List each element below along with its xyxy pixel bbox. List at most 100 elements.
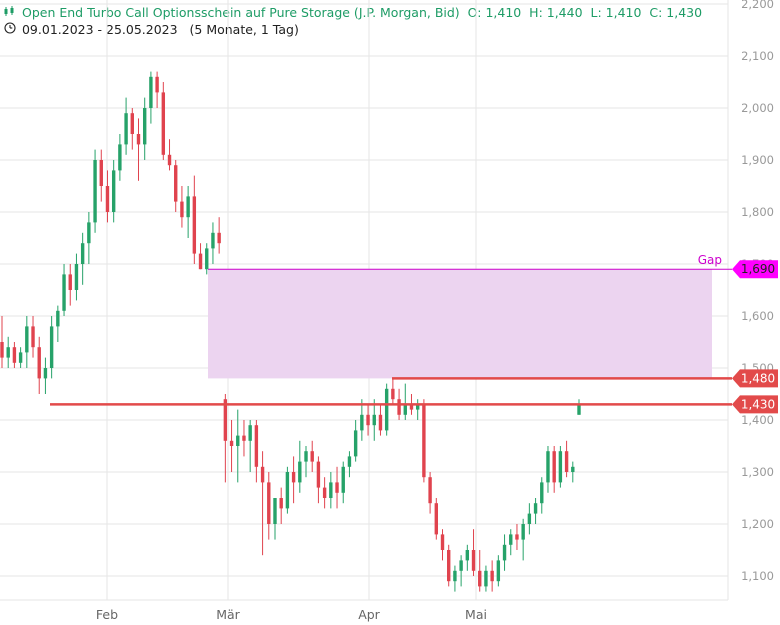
candle-body <box>540 482 544 504</box>
candle-body <box>260 466 265 483</box>
candle-body <box>167 154 172 166</box>
gap-zone <box>208 269 712 379</box>
candle-body <box>366 414 370 426</box>
candle-body <box>335 482 339 493</box>
candle-body <box>6 347 10 358</box>
candle-body <box>341 466 345 493</box>
chart-title-line: Open End Turbo Call Optionsschein auf Pu… <box>4 5 702 20</box>
clock-icon <box>4 22 18 37</box>
candle-body <box>248 425 252 441</box>
candle-body <box>527 513 532 524</box>
candle-body <box>136 134 141 145</box>
y-tick-label: 1,800 <box>741 205 774 219</box>
candle-body <box>273 498 277 524</box>
candle-body <box>490 570 494 582</box>
y-tick-label: 1,600 <box>741 309 774 323</box>
candle-body <box>37 347 41 379</box>
candle-body <box>310 451 314 462</box>
candle-body <box>267 482 271 524</box>
candle-body <box>62 274 66 311</box>
x-tick-label: Apr <box>358 607 380 622</box>
level-price-tag <box>732 369 778 388</box>
candlestick-icon <box>4 5 18 20</box>
candle-body <box>372 414 376 426</box>
y-tick-label: 2,100 <box>741 49 774 63</box>
candle-body <box>174 165 178 202</box>
candle-body <box>391 388 395 400</box>
candle-body <box>285 472 290 509</box>
candle-body <box>552 451 556 483</box>
candle-body <box>453 570 457 582</box>
chart-title: Open End Turbo Call Optionsschein auf Pu… <box>21 5 460 20</box>
candle-body <box>198 253 203 270</box>
candle-body <box>434 503 439 535</box>
candle-body <box>25 326 29 353</box>
candle-body <box>496 560 501 582</box>
candle-body <box>521 524 525 540</box>
y-tick-label: 1,400 <box>741 413 774 427</box>
candle-body <box>478 570 482 587</box>
candle-body <box>316 461 321 488</box>
y-tick-label: 1,900 <box>741 153 774 167</box>
candle-body <box>80 243 85 264</box>
y-tick-label: 1,100 <box>741 569 774 583</box>
candle-body <box>329 482 333 498</box>
candle-body <box>291 472 296 483</box>
date-range: 09.01.2023 - 25.05.2023 <box>21 22 178 37</box>
y-tick-label: 2,000 <box>741 101 774 115</box>
x-tick-label: Feb <box>96 607 118 622</box>
candle-body <box>18 352 23 363</box>
candle-body <box>298 461 302 483</box>
candle-body <box>533 503 538 514</box>
candle-body <box>471 550 476 571</box>
gap-price-tag <box>732 260 778 279</box>
ohlc-values: O: 1,410 H: 1,440 L: 1,410 C: 1,430 <box>467 5 703 20</box>
candle-body <box>192 196 197 254</box>
candle-body <box>93 160 97 223</box>
candle-body <box>31 326 35 348</box>
candle-body <box>49 326 54 368</box>
candle-body <box>415 404 420 410</box>
candle-body <box>99 160 103 186</box>
candle-body <box>12 347 17 363</box>
candle-body <box>322 487 327 498</box>
candle-body <box>440 534 445 550</box>
candle-body <box>74 264 79 290</box>
candle-body <box>577 404 581 415</box>
candle-body <box>428 477 432 504</box>
candle-body <box>409 404 414 410</box>
candle-body <box>459 560 463 571</box>
period-label: (5 Monate, 1 Tag) <box>189 22 299 37</box>
candle-body <box>111 170 116 212</box>
candle-body <box>142 108 147 145</box>
candle-body <box>0 342 4 358</box>
candle-body <box>397 399 401 415</box>
candle-body <box>571 466 575 472</box>
candle-body <box>546 451 550 483</box>
candle-body <box>484 570 488 587</box>
candle-body <box>68 274 72 290</box>
candle-body <box>564 451 569 472</box>
level-price-tag <box>732 395 778 414</box>
x-tick-label: Mai <box>465 607 487 622</box>
candle-body <box>502 544 507 561</box>
candle-body <box>384 388 389 431</box>
candle-body <box>155 76 159 93</box>
candle-body <box>186 196 190 218</box>
date-range-line: 09.01.2023 - 25.05.2023 (5 Monate, 1 Tag… <box>4 22 299 37</box>
candle-body <box>254 425 259 467</box>
candle-body <box>279 498 283 509</box>
candle-body <box>515 534 519 540</box>
y-tick-label: 2,200 <box>741 0 774 11</box>
candle-body <box>105 186 110 212</box>
candle-body <box>149 76 153 108</box>
candle-body <box>161 92 166 155</box>
candle-body <box>118 144 122 171</box>
candle-body <box>447 550 451 582</box>
gap-label: Gap <box>698 253 722 267</box>
candle-body <box>236 435 240 446</box>
candle-body <box>56 310 60 327</box>
candle-body <box>124 113 128 145</box>
candle-body <box>43 368 48 379</box>
